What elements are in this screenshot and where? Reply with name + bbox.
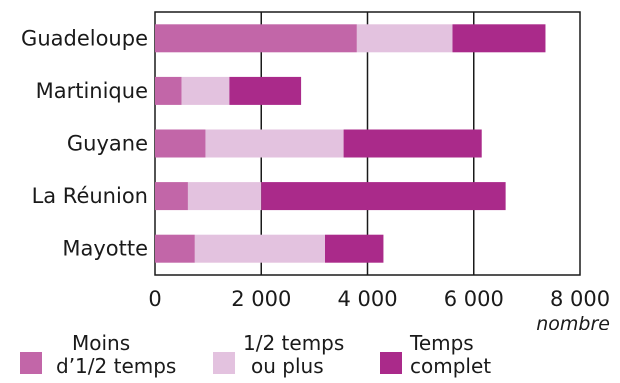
bar-segment xyxy=(155,234,195,263)
category-label: La Réunion xyxy=(32,184,148,208)
bar-segment xyxy=(343,129,482,158)
stacked-bar-chart: Guadeloupe Martinique Guyane La Réunion Mayo… xyxy=(21,11,610,330)
legend-item-temps-complet: Temps complet xyxy=(380,330,520,383)
bars xyxy=(155,24,546,263)
legend-label-line2: ou plus xyxy=(251,354,324,378)
bar-segment xyxy=(229,76,302,105)
legend-swatch-temps-complet xyxy=(380,352,402,374)
bar-segment xyxy=(325,234,384,263)
x-tick-label: 2 000 xyxy=(231,287,291,311)
legend-label-line2: complet xyxy=(410,354,492,378)
legend-item-moins-demi-temps: Moins d’1/2 temps xyxy=(20,330,210,383)
bar-segment xyxy=(155,182,188,211)
legend: Moins d’1/2 temps 1/2 temps ou plus Temp… xyxy=(0,330,620,383)
x-tick-label: 4 000 xyxy=(337,287,397,311)
legend-swatch-demi-temps-ou-plus xyxy=(213,352,235,374)
bar-segment xyxy=(261,182,506,211)
category-labels: Guadeloupe Martinique Guyane La Réunion Mayo… xyxy=(21,26,148,260)
bar-segment xyxy=(187,182,262,211)
legend-label-line2: d’1/2 temps xyxy=(56,354,177,378)
category-label: Mayotte xyxy=(62,237,148,261)
legend-label-line1: Moins xyxy=(72,331,131,355)
bar-segment xyxy=(155,76,182,105)
legend-label-line1: Temps xyxy=(410,331,474,355)
x-tick-label: 8 000 xyxy=(550,287,610,311)
legend-label-line1: 1/2 temps xyxy=(243,331,345,355)
x-axis-unit-label: nombre xyxy=(536,313,610,330)
bar-segment xyxy=(452,24,546,53)
bar-segment xyxy=(181,76,230,105)
category-label: Martinique xyxy=(36,79,148,103)
x-tick-labels: 0 2 000 4 000 6 000 8 000 xyxy=(148,287,610,311)
bar-segment xyxy=(356,24,453,53)
bar-segment xyxy=(205,129,344,158)
x-tick-label: 6 000 xyxy=(444,287,504,311)
legend-swatch-moins-demi-temps xyxy=(20,352,42,374)
x-tick-label: 0 xyxy=(148,287,161,311)
category-label: Guadeloupe xyxy=(21,26,148,50)
legend-item-demi-temps-ou-plus: 1/2 temps ou plus xyxy=(213,330,363,383)
bar-segment xyxy=(155,129,206,158)
bar-segment xyxy=(155,24,357,53)
category-label: Guyane xyxy=(67,132,148,156)
bar-segment xyxy=(194,234,325,263)
